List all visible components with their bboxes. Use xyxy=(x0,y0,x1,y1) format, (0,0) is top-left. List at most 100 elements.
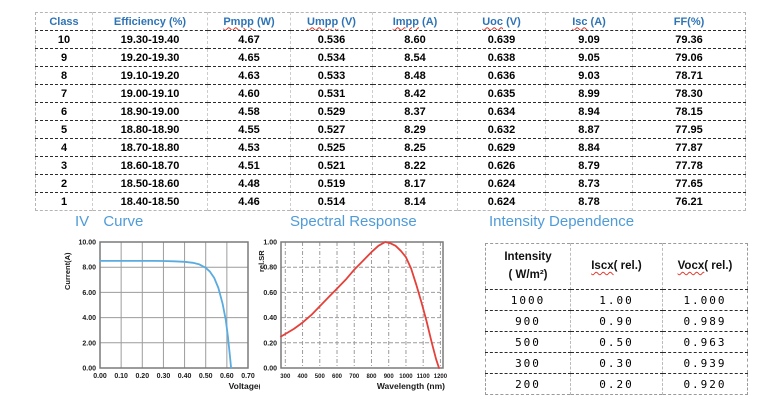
svg-text:900: 900 xyxy=(384,374,395,380)
table-cell: 8.29 xyxy=(372,120,458,139)
table-cell: 0.635 xyxy=(457,84,546,103)
intensity-cell: 300 xyxy=(485,352,571,374)
table-cell: 0.634 xyxy=(457,102,546,121)
header-text: ( rel.) xyxy=(704,259,733,272)
table-cell: 0.624 xyxy=(457,192,546,211)
table-cell: 0.629 xyxy=(457,138,546,157)
table-cell: 6 xyxy=(35,102,93,121)
table-cell: 0.638 xyxy=(457,48,546,67)
table-cell: 8.42 xyxy=(372,84,458,103)
y-axis-label: rel.SR xyxy=(257,250,266,272)
svg-text:0.00: 0.00 xyxy=(82,366,96,373)
table-cell: 3 xyxy=(35,156,93,175)
intensity-row: 300 0.30 0.939 xyxy=(485,352,748,374)
wavy-underlined-text: Pmpp xyxy=(223,15,254,28)
header-text: ( W/m²) xyxy=(508,268,548,281)
table-cell: 0.626 xyxy=(457,156,546,175)
intensity-cell: 0.50 xyxy=(570,331,663,353)
table-cell: 8.78 xyxy=(545,192,633,211)
x-axis-label: Voltage(V) xyxy=(229,381,260,391)
table-cell: 0.531 xyxy=(290,84,373,103)
intensity-cell: 1.00 xyxy=(570,289,663,311)
table-cell: 8.25 xyxy=(372,138,458,157)
svg-text:1100: 1100 xyxy=(417,374,431,380)
wavy-underlined-text: Vocx xyxy=(677,259,705,272)
table-cell: 8.79 xyxy=(545,156,633,175)
svg-text:0.20: 0.20 xyxy=(135,373,149,380)
column-header: Pmpp (W) xyxy=(207,12,291,31)
header-text: (A) xyxy=(587,15,606,28)
intensity-cell: 0.20 xyxy=(570,373,663,395)
iv-curve-chart: 0.00 0.10 0.20 0.30 0.40 0.50 0.60 0.70 0.00 2.00… xyxy=(63,240,260,392)
intensity-cell: 200 xyxy=(485,373,571,395)
svg-text:10.00: 10.00 xyxy=(78,240,96,247)
intensity-cell: 0.989 xyxy=(662,310,748,332)
table-cell: 19.10-19.20 xyxy=(92,66,208,85)
table-cell: 18.90-19.00 xyxy=(92,102,208,121)
intensity-column-header: Vocx( rel.) xyxy=(662,243,748,290)
svg-text:0.50: 0.50 xyxy=(199,373,213,380)
table-cell: 0.514 xyxy=(290,192,373,211)
intensity-column-header: Intensity ( W/m²) xyxy=(485,243,571,290)
header-text: Class xyxy=(49,15,79,28)
table-cell: 8.73 xyxy=(545,174,633,193)
header-text: ( rel.) xyxy=(613,259,642,272)
iv-curve-section-title: IV Curve xyxy=(75,213,144,230)
table-cell: 8.87 xyxy=(545,120,633,139)
table-row: 9 19.20-19.30 4.65 0.534 8.54 0.638 9.05 79.06 xyxy=(35,48,746,67)
electrical-classes-table: Class Efficiency (%) Pmpp (W) Umpp (V) Impp … xyxy=(35,12,746,211)
svg-text:0.70: 0.70 xyxy=(241,373,255,380)
y-axis-label: Current(A) xyxy=(63,252,72,290)
intensity-row: 500 0.50 0.963 xyxy=(485,331,748,353)
intensity-cell: 0.920 xyxy=(683,377,727,391)
wavy-underlined-text: Iscx xyxy=(591,259,614,272)
intensity-cell: 1.000 xyxy=(662,289,748,311)
table-row: 6 18.90-19.00 4.58 0.529 8.37 0.634 8.94 78.15 xyxy=(35,102,746,121)
table-cell: 4.48 xyxy=(207,174,291,193)
table-cell: 19.00-19.10 xyxy=(92,84,208,103)
table-cell: 5 xyxy=(35,120,93,139)
intensity-cell: 900 xyxy=(485,310,571,332)
table-cell: 19.20-19.30 xyxy=(92,48,208,67)
intensity-row: 200 0.20 0.920 xyxy=(485,373,748,395)
column-header: FF(%) xyxy=(632,12,746,31)
column-header: Class xyxy=(35,12,93,31)
spectral-response-chart: 300 400 500 600 700 800 900 1000 1100 1200 0.00 0.2… xyxy=(257,240,448,392)
spectral-response-line xyxy=(280,241,440,369)
table-cell: 1 xyxy=(35,192,93,211)
column-header: Impp (A) xyxy=(372,12,458,31)
intensity-cell: 0.90 xyxy=(570,310,663,332)
wavy-underlined-text: Uoc xyxy=(482,15,504,28)
table-cell: 78.30 xyxy=(632,84,746,103)
svg-text:0.60: 0.60 xyxy=(220,373,234,380)
table-cell: 8.22 xyxy=(372,156,458,175)
intensity-row: 900 0.90 0.989 xyxy=(485,310,748,332)
table-cell: 0.529 xyxy=(290,102,373,121)
svg-text:1200: 1200 xyxy=(434,374,448,380)
wavy-underlined-text: Impp xyxy=(392,15,419,28)
table-row: 8 19.10-19.20 4.63 0.533 8.48 0.636 9.03 78.71 xyxy=(35,66,746,85)
table-cell: 4.67 xyxy=(207,30,291,49)
table-cell: 8.37 xyxy=(372,102,458,121)
table-cell: 0.639 xyxy=(457,30,546,49)
iv-curve-line xyxy=(99,260,232,369)
table-cell: 18.70-18.80 xyxy=(92,138,208,157)
table-cell: 18.50-18.60 xyxy=(92,174,208,193)
table-row: 4 18.70-18.80 4.53 0.525 8.25 0.629 8.84 77.87 xyxy=(35,138,746,157)
table-cell: 18.40-18.50 xyxy=(92,192,208,211)
intensity-cell: 0.30 xyxy=(570,352,663,374)
intensity-cell: 0.963 xyxy=(662,331,748,353)
svg-text:0.00: 0.00 xyxy=(263,366,277,373)
column-header: Efficiency (%) xyxy=(92,12,208,31)
table-cell: 18.80-18.90 xyxy=(92,120,208,139)
table-row: 1 18.40-18.50 4.46 0.514 8.14 0.624 8.78 76.21 xyxy=(35,192,746,211)
header-text: Efficiency (%) xyxy=(113,15,187,28)
table-row: 7 19.00-19.10 4.60 0.531 8.42 0.635 8.99 78.30 xyxy=(35,84,746,103)
svg-text:2.00: 2.00 xyxy=(82,340,96,347)
table-cell: 9 xyxy=(35,48,93,67)
svg-text:0.30: 0.30 xyxy=(157,373,171,380)
table-cell: 79.36 xyxy=(632,30,746,49)
wavy-underlined-text: Umpp xyxy=(307,15,339,28)
table-cell: 4.46 xyxy=(207,192,291,211)
